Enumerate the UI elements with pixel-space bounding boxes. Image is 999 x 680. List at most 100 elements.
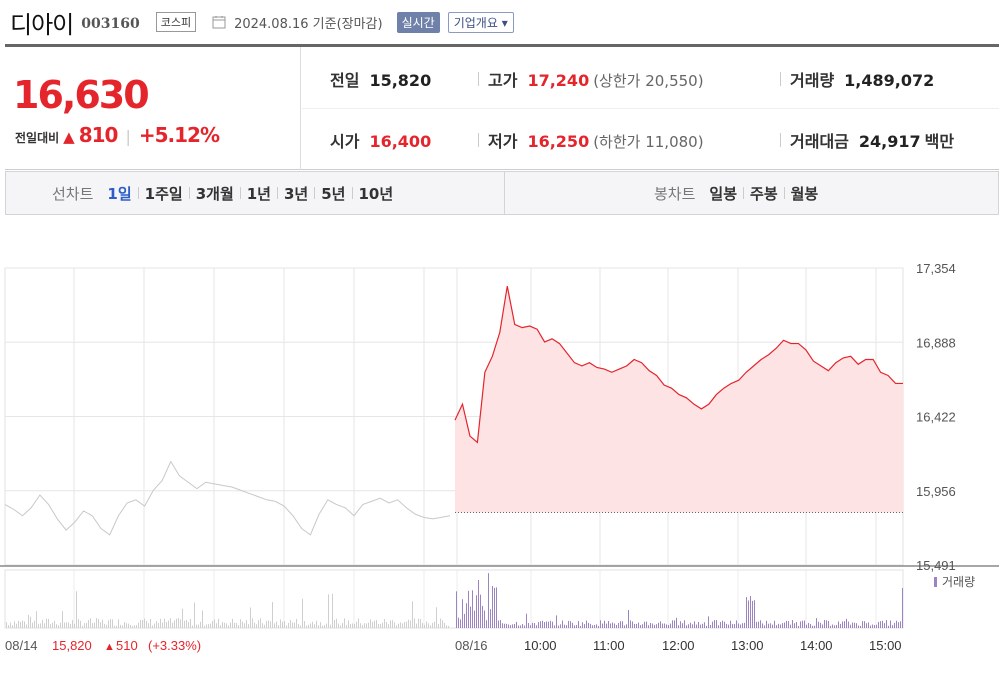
- volume-bar: [234, 622, 235, 628]
- volume-bar: [150, 618, 151, 628]
- volume-bar: [604, 620, 605, 628]
- volume-bar: [178, 618, 179, 628]
- volume-bar: [72, 620, 73, 628]
- volume-bar: [394, 622, 395, 628]
- volume-bar: [492, 585, 493, 628]
- volume-bar: [722, 620, 723, 628]
- volume-bar: [692, 624, 693, 628]
- volume-bar: [58, 625, 59, 628]
- volume-bar: [120, 624, 121, 628]
- volume-bar: [270, 621, 271, 628]
- volume-bar: [310, 623, 311, 628]
- volume-legend: 거래량: [942, 575, 975, 589]
- volume-bar: [54, 620, 55, 628]
- volume-bar: [524, 625, 525, 628]
- today-line: [454, 286, 903, 444]
- volume-bar: [28, 614, 29, 628]
- volume-bar: [648, 625, 649, 628]
- tab-5y[interactable]: 5년: [321, 184, 346, 203]
- volume-bar: [514, 623, 515, 628]
- volume-bar: [636, 623, 637, 628]
- stats-row-2: 시가 16,400 저가 16,250 (하한가 11,080) 거래대금 24…: [302, 110, 999, 170]
- volume-bar: [290, 619, 291, 628]
- volume-bar: [184, 620, 185, 628]
- tab-3m[interactable]: 3개월: [195, 184, 234, 203]
- volume-bar: [562, 620, 563, 628]
- volume-bar: [508, 624, 509, 628]
- volume-bar: [640, 625, 641, 628]
- volume-bar: [22, 620, 23, 628]
- divider: [478, 133, 479, 147]
- volume-bar: [328, 594, 329, 628]
- tab-1w[interactable]: 1주일: [144, 184, 183, 203]
- volume-bar: [772, 624, 773, 628]
- volume-bar: [896, 620, 897, 628]
- price-chart: 17,354 16,888 16,422 15,956 15,491 08/14 15,8…: [0, 261, 999, 653]
- volume-bar: [672, 620, 673, 628]
- prev-close-value: 15,820: [369, 70, 432, 90]
- volume-value: 1,489,072: [844, 70, 935, 90]
- volume-bar: [626, 624, 627, 628]
- volume-bar: [204, 625, 205, 628]
- volume-bar: [806, 624, 807, 628]
- x-axis-labels: 08/14 15,820 ▲ 510 (+3.33%) 08/16 10:00 11:00 12…: [5, 638, 902, 653]
- open-label: 시가: [330, 132, 360, 151]
- volume-bar: [250, 607, 251, 628]
- volume-bar: [732, 623, 733, 628]
- company-info-label: 기업개요: [453, 15, 498, 30]
- tab-3y[interactable]: 3년: [284, 184, 309, 203]
- volume-bar: [112, 619, 113, 628]
- volume-bar: [760, 620, 761, 628]
- volume-bar: [134, 625, 135, 628]
- tab-monthly-candle[interactable]: 월봉: [790, 184, 819, 203]
- volume-bar: [86, 622, 87, 628]
- volume-bar: [764, 625, 765, 628]
- volume-bar: [208, 624, 209, 628]
- tab-daily-candle[interactable]: 일봉: [709, 184, 738, 203]
- volume-bar: [144, 618, 145, 628]
- volume-bar: [474, 610, 475, 628]
- tab-weekly-candle[interactable]: 주봉: [750, 184, 778, 203]
- volume-bar: [490, 609, 491, 628]
- company-info-dropdown[interactable]: 기업개요 ▾: [447, 11, 514, 33]
- realtime-button[interactable]: 실시간: [396, 11, 440, 33]
- volume-bar: [288, 622, 289, 628]
- volume-bar: [840, 623, 841, 628]
- volume-bar: [366, 623, 367, 628]
- volume-bar: [754, 600, 755, 628]
- volume-bar: [110, 619, 111, 628]
- volume-bar: [76, 591, 77, 628]
- volume-bar: [442, 620, 443, 628]
- tab-10y[interactable]: 10년: [358, 184, 394, 203]
- volume-bar: [396, 625, 397, 628]
- volume-bar: [106, 624, 107, 628]
- volume-bar: [266, 621, 267, 628]
- volume-bar: [390, 620, 391, 628]
- volume-bar: [254, 622, 255, 628]
- volume-bar: [198, 624, 199, 628]
- volume-bar: [600, 620, 601, 628]
- volume-bar: [24, 621, 25, 628]
- volume-bar: [726, 623, 727, 628]
- volume-bar: [274, 623, 275, 628]
- volume-bar: [220, 625, 221, 628]
- volume-bar: [510, 625, 511, 628]
- volume-bar: [476, 595, 477, 628]
- volume-bar: [728, 624, 729, 628]
- volume-bar: [402, 623, 403, 628]
- tab-1d[interactable]: 1일: [107, 184, 132, 203]
- volume-bar: [96, 618, 97, 628]
- current-price: 16,630: [13, 73, 150, 117]
- volume-bar: [88, 620, 89, 628]
- volume-bar: [116, 625, 117, 628]
- prev-close-cell: 전일 15,820: [330, 67, 431, 91]
- volume-bar: [762, 623, 763, 628]
- volume-bar: [368, 622, 369, 628]
- volume-bar: [40, 623, 41, 628]
- tab-1y[interactable]: 1년: [246, 184, 271, 203]
- volume-bar: [166, 622, 167, 628]
- volume-bar: [828, 620, 829, 628]
- volume-bar: [432, 622, 433, 628]
- volume-bar: [300, 625, 301, 628]
- volume-bar: [378, 623, 379, 628]
